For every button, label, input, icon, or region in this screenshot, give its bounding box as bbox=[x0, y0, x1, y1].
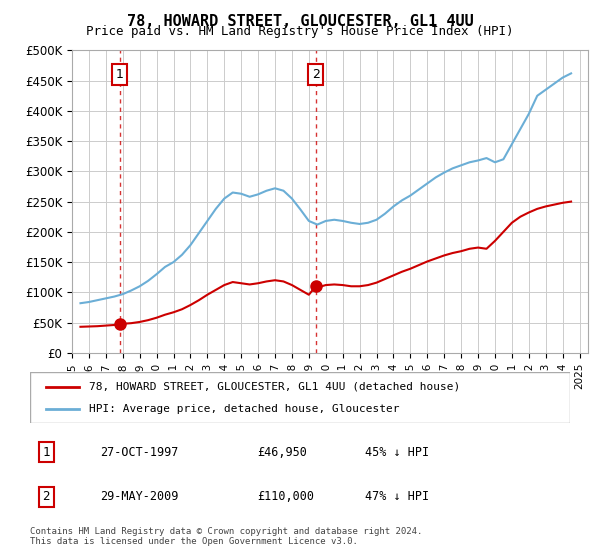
Text: 2: 2 bbox=[43, 491, 50, 503]
Text: 27-OCT-1997: 27-OCT-1997 bbox=[100, 446, 179, 459]
Text: £46,950: £46,950 bbox=[257, 446, 307, 459]
Text: 1: 1 bbox=[43, 446, 50, 459]
Text: 78, HOWARD STREET, GLOUCESTER, GL1 4UU (detached house): 78, HOWARD STREET, GLOUCESTER, GL1 4UU (… bbox=[89, 381, 461, 391]
FancyBboxPatch shape bbox=[30, 372, 570, 423]
Text: 78, HOWARD STREET, GLOUCESTER, GL1 4UU: 78, HOWARD STREET, GLOUCESTER, GL1 4UU bbox=[127, 14, 473, 29]
Text: 1: 1 bbox=[116, 68, 124, 81]
Text: 47% ↓ HPI: 47% ↓ HPI bbox=[365, 491, 429, 503]
Text: Contains HM Land Registry data © Crown copyright and database right 2024.
This d: Contains HM Land Registry data © Crown c… bbox=[30, 526, 422, 546]
Text: HPI: Average price, detached house, Gloucester: HPI: Average price, detached house, Glou… bbox=[89, 404, 400, 414]
Text: £110,000: £110,000 bbox=[257, 491, 314, 503]
Text: 29-MAY-2009: 29-MAY-2009 bbox=[100, 491, 179, 503]
Text: 2: 2 bbox=[312, 68, 320, 81]
Text: 45% ↓ HPI: 45% ↓ HPI bbox=[365, 446, 429, 459]
Text: Price paid vs. HM Land Registry's House Price Index (HPI): Price paid vs. HM Land Registry's House … bbox=[86, 25, 514, 38]
